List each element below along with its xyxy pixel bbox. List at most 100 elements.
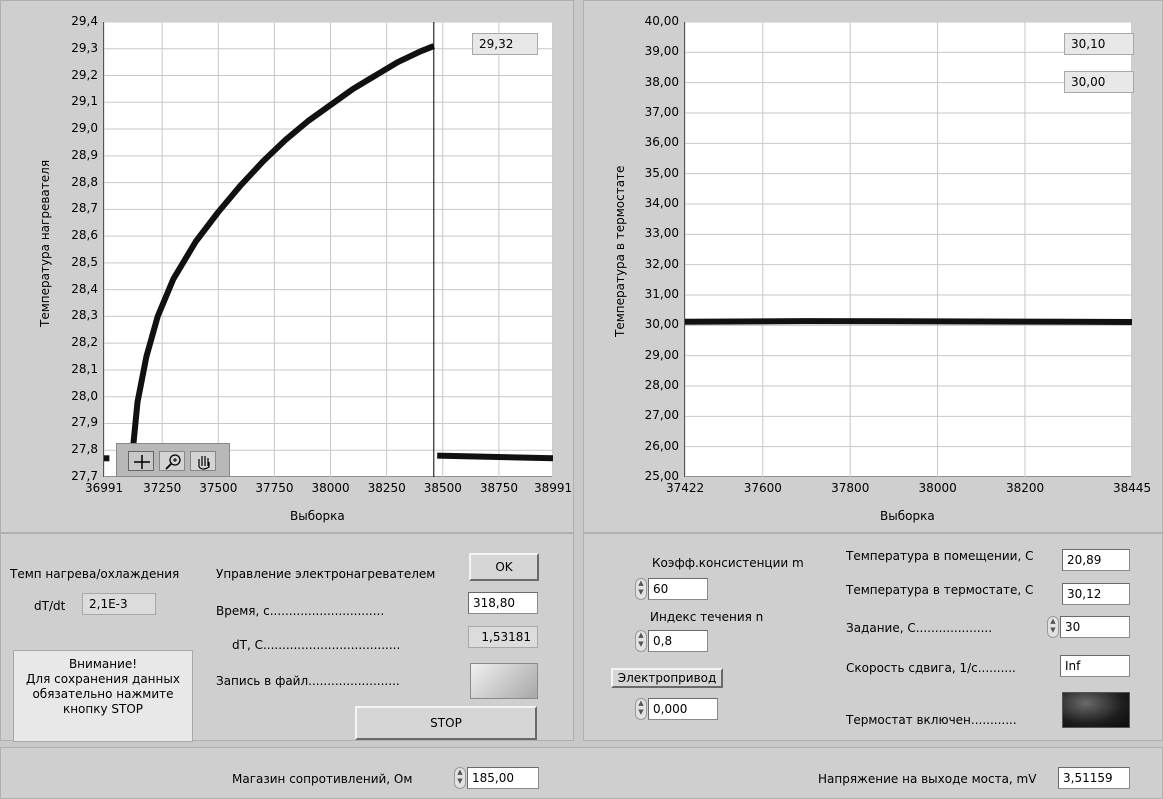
heater-y-tick-label: 29,0 <box>71 121 98 136</box>
thermo-temp-field: 30,12 <box>1062 583 1130 605</box>
resistance-field[interactable]: 185,00 <box>467 767 539 789</box>
heater-y-tick-label: 27,9 <box>71 415 98 430</box>
thermostat-y-tick-label: 38,00 <box>644 74 679 89</box>
thermostat-y-tick-label: 28,00 <box>644 378 679 392</box>
heater-series-line <box>127 43 435 472</box>
ok-button[interactable]: OK <box>469 553 539 581</box>
shear-field: Inf <box>1060 655 1130 677</box>
heater-x-tick-label: 38750 <box>479 481 519 495</box>
resistance-label: Магазин сопротивлений, Ом <box>232 772 413 786</box>
time-field[interactable]: 318,80 <box>468 592 538 614</box>
heater-y-tick-label: 28,1 <box>71 361 98 376</box>
heater-x-tick-label: 38250 <box>367 481 406 495</box>
graph-tool-palette <box>116 443 230 477</box>
notice-line-2: Для сохранения данных <box>26 672 180 686</box>
thermostat-y-tick-label: 31,00 <box>644 287 679 301</box>
dtdt-label: dT/dt <box>34 599 66 613</box>
dt-value: 1,53181 <box>468 626 538 648</box>
setpoint-spinner[interactable]: ▲ ▼ <box>1047 616 1059 638</box>
drive-spinner[interactable]: ▲ ▼ <box>635 698 647 720</box>
thermostat-x-axis-label: Выборка <box>880 509 935 523</box>
drive-button[interactable]: Электропривод <box>611 668 723 688</box>
thermostat-x-tick-label: 37800 <box>831 481 870 495</box>
thermostat-value-1: 30,10 <box>1064 33 1134 55</box>
consistency-label: Коэфф.консистенции m <box>652 556 804 570</box>
thermostat-y-tick-label: 33,00 <box>644 226 679 241</box>
heater-y-tick-label: 28,2 <box>71 335 98 350</box>
heater-x-axis-label: Выборка <box>290 509 345 523</box>
heater-y-tick-label: 29,3 <box>71 40 98 55</box>
heater-y-tick-label: 28,8 <box>71 174 98 189</box>
flow-index-spinner[interactable]: ▲ ▼ <box>635 630 647 652</box>
thermostat-y-tick-label: 27,00 <box>644 408 679 423</box>
save-data-notice: Внимание! Для сохранения данных обязател… <box>13 650 193 742</box>
drive-field[interactable]: 0,000 <box>648 698 718 720</box>
heater-y-tick-label: 28,7 <box>71 201 98 216</box>
heater-y-tick-label: 27,8 <box>71 442 98 457</box>
dtdt-value: 2,1E-3 <box>82 593 156 615</box>
heater-x-tick-label: 37250 <box>143 481 182 495</box>
thermostat-x-tick-label: 38200 <box>1005 481 1045 495</box>
setpoint-field[interactable]: 30 <box>1060 616 1130 638</box>
heater-x-tick-label: 38000 <box>311 481 350 495</box>
heater-x-tick-label: 38500 <box>423 481 462 495</box>
pan-hand-icon[interactable] <box>190 451 216 471</box>
thermostat-y-tick-label: 25,00 <box>644 469 679 483</box>
thermostat-y-tick-label: 26,00 <box>644 438 679 453</box>
notice-line-1: Внимание! <box>68 657 138 671</box>
shear-label: Скорость сдвига, 1/с.......... <box>846 661 1016 675</box>
flow-index-label: Индекс течения n <box>650 610 764 624</box>
heater-series-line <box>437 452 553 462</box>
consistency-field[interactable]: 60 <box>648 578 708 600</box>
heater-y-tick-label: 28,6 <box>71 228 98 243</box>
heater-cursor-value: 29,32 <box>472 33 538 55</box>
zoom-icon[interactable] <box>159 451 185 471</box>
heater-y-tick-label: 28,5 <box>71 254 98 269</box>
consistency-spinner[interactable]: ▲ ▼ <box>635 578 647 600</box>
bridge-voltage-label: Напряжение на выходе моста, mV <box>818 772 1037 786</box>
room-temp-field: 20,89 <box>1062 549 1130 571</box>
heater-y-tick-label: 28,9 <box>71 147 98 162</box>
thermostat-on-led <box>1062 692 1130 728</box>
thermostat-x-tick-label: 37600 <box>743 481 782 495</box>
heater-plot-area[interactable] <box>103 22 553 477</box>
heater-y-axis-label: Температура нагревателя <box>38 159 52 327</box>
time-label: Время, с.............................. <box>216 604 385 618</box>
heater-y-tick-label: 29,1 <box>71 94 98 109</box>
thermo-temp-label: Температура в термостате, С <box>846 583 1034 597</box>
notice-line-4: кнопку STOP <box>62 702 144 716</box>
thermostat-y-axis-label: Температура в термостате <box>613 165 627 337</box>
thermostat-value-2: 30,00 <box>1064 71 1134 93</box>
heater-x-tick-label: 36991 <box>85 481 124 495</box>
thermostat-y-tick-label: 37,00 <box>644 105 679 119</box>
dt-label: dT, С...................................… <box>232 638 401 652</box>
write-file-label: Запись в файл........................ <box>216 674 400 688</box>
heater-x-tick-label: 37500 <box>199 481 238 495</box>
heater-y-tick-label: 28,3 <box>71 308 98 323</box>
heater-y-tick-label: 27,7 <box>71 469 98 483</box>
crosshair-icon[interactable] <box>128 451 154 471</box>
thermostat-y-tick-label: 34,00 <box>644 196 679 210</box>
heater-y-tick-label: 29,2 <box>71 67 98 82</box>
flow-index-field[interactable]: 0,8 <box>648 630 708 652</box>
notice-line-3: обязательно нажмите <box>32 687 174 701</box>
thermostat-y-tick-label: 40,00 <box>644 14 679 28</box>
setpoint-label: Задание, С.................... <box>846 621 993 635</box>
thermostat-x-tick-label: 38000 <box>918 481 957 495</box>
heater-y-tick-label: 28,4 <box>71 281 98 296</box>
stop-button[interactable]: STOP <box>355 706 537 740</box>
rate-title: Темп нагрева/охлаждения <box>10 567 180 581</box>
thermostat-y-tick-label: 36,00 <box>644 135 679 150</box>
resistance-spinner[interactable]: ▲ ▼ <box>454 767 466 789</box>
thermostat-y-tick-label: 30,00 <box>644 317 679 332</box>
thermostat-y-tick-label: 39,00 <box>644 44 679 59</box>
thermostat-x-tick-label: 37422 <box>666 481 705 495</box>
thermostat-plot-area[interactable] <box>684 22 1132 477</box>
thermostat-on-label: Термостат включен............ <box>846 713 1017 727</box>
thermostat-y-tick-label: 35,00 <box>644 165 679 180</box>
heater-control-label: Управление электронагревателем <box>216 567 436 581</box>
heater-x-tick-label: 38991 <box>534 481 573 495</box>
heater-y-tick-label: 29,4 <box>71 14 98 28</box>
write-file-led[interactable] <box>470 663 538 699</box>
heater-y-tick-label: 28,0 <box>71 388 98 403</box>
